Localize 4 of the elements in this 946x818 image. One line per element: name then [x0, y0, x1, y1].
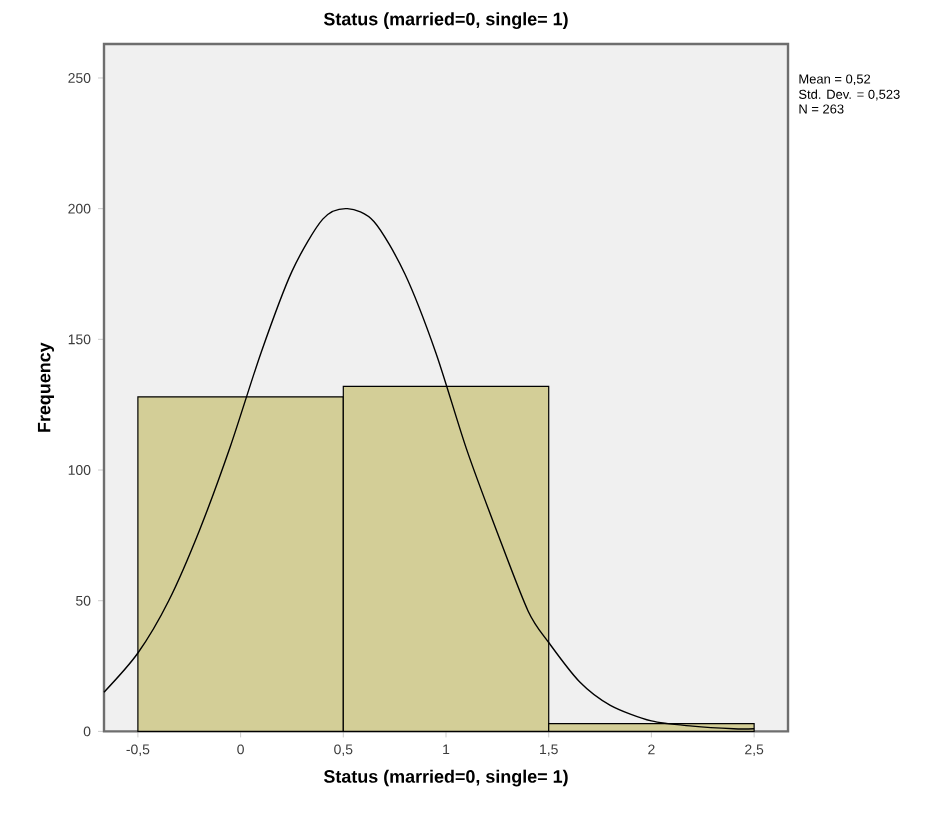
chart-title: Status (married=0, single= 1) [323, 12, 568, 29]
y-axis-title: Frequency [37, 342, 55, 432]
x-axis-title: Status (married=0, single= 1) [323, 769, 568, 787]
line-series [103, 207, 755, 730]
